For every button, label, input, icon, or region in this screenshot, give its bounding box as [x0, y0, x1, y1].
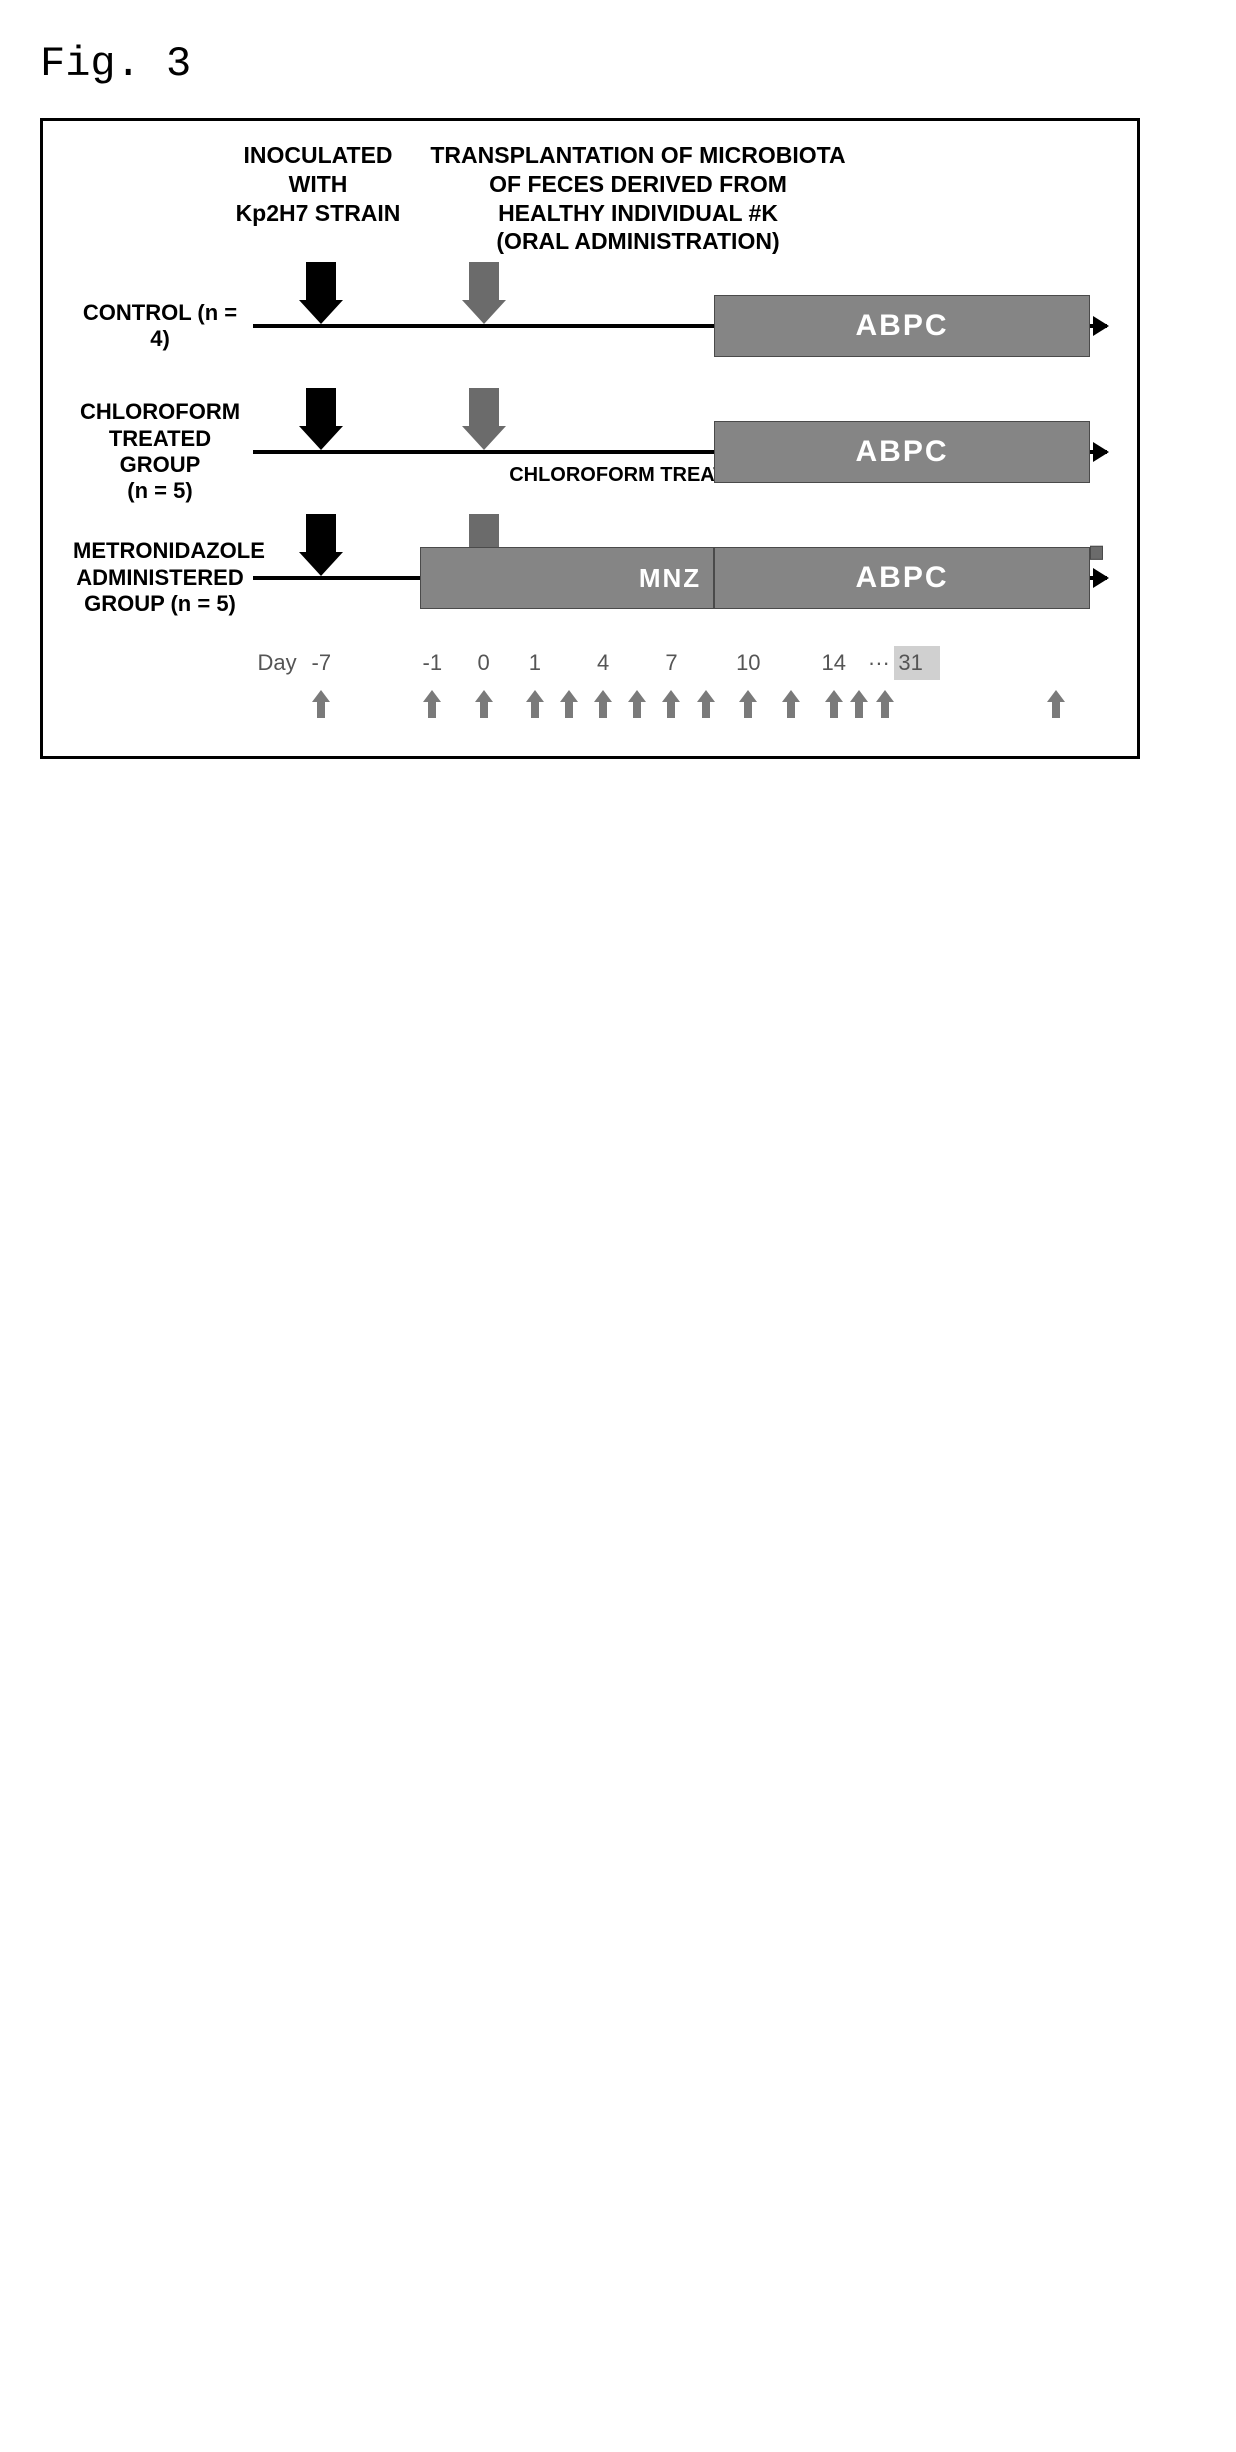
sample-arrow-icon	[876, 690, 894, 718]
timeline-block: CONTROL (n = 4) ABPC CHLOROFORMTREATED G…	[73, 266, 1107, 726]
sampling-row: Day-7-101471014···31	[73, 646, 1107, 726]
abpc-bar-label: ABPC	[856, 561, 949, 595]
spacer	[73, 646, 253, 647]
day-prefix-label: Day	[257, 650, 296, 676]
transplant-arrow-icon	[462, 262, 506, 324]
abpc-bar-label: ABPC	[856, 309, 949, 343]
abpc-bar: ABPC	[714, 547, 1090, 609]
timeline-track: CHLOROFORM TREATED PRODUCT ABPC	[253, 392, 1107, 512]
sample-arrow-icon	[662, 690, 680, 718]
abpc-bar-label: ABPC	[856, 435, 949, 469]
sample-arrow-icon	[475, 690, 493, 718]
header-transplant: TRANSPLANTATION OF MICROBIOTAOF FECES DE…	[423, 141, 853, 256]
transplant-arrow-icon	[462, 388, 506, 450]
mnz-bar: MNZ	[420, 547, 715, 609]
sample-arrow-icon	[423, 690, 441, 718]
inoculate-arrow-icon	[299, 514, 343, 576]
header-row: INOCULATEDWITHKp2H7 STRAIN TRANSPLANTATI…	[253, 141, 1107, 256]
mnz-bar-label: MNZ	[639, 563, 701, 594]
day-label: 7	[665, 650, 677, 676]
group-label: METRONIDAZOLEADMINISTEREDGROUP (n = 5)	[73, 538, 253, 617]
timeline-track: MNZ ABPC	[253, 518, 1107, 638]
group-label: CHLOROFORMTREATED GROUP(n = 5)	[73, 399, 253, 505]
abpc-bar: ABPC	[714, 421, 1090, 483]
figure-label: Fig. 3	[40, 40, 1196, 88]
abpc-bar: ABPC	[714, 295, 1090, 357]
diagram-frame: INOCULATEDWITHKp2H7 STRAIN TRANSPLANTATI…	[40, 118, 1140, 759]
timeline-track: ABPC	[253, 266, 1107, 386]
sample-arrow-icon	[739, 690, 757, 718]
sample-arrow-icon	[825, 690, 843, 718]
sample-arrow-icon	[312, 690, 330, 718]
day-label-highlight: 31	[898, 650, 922, 676]
sample-arrow-icon	[594, 690, 612, 718]
sample-arrow-icon	[782, 690, 800, 718]
day-label: 4	[597, 650, 609, 676]
axis-arrowhead-icon	[1093, 316, 1109, 336]
day-label: 14	[821, 650, 845, 676]
day-label: -7	[312, 650, 332, 676]
sample-arrow-icon	[628, 690, 646, 718]
sampling-track: Day-7-101471014···31	[253, 646, 1107, 726]
day-label: -1	[423, 650, 443, 676]
day-label: 1	[529, 650, 541, 676]
inoculate-arrow-icon	[299, 388, 343, 450]
axis-arrowhead-icon	[1093, 568, 1109, 588]
day-label: 10	[736, 650, 760, 676]
sample-arrow-icon	[526, 690, 544, 718]
axis-arrowhead-icon	[1093, 442, 1109, 462]
sample-arrow-icon	[850, 690, 868, 718]
sample-arrow-icon	[1047, 690, 1065, 718]
group-row-metronidazole: METRONIDAZOLEADMINISTEREDGROUP (n = 5) M…	[73, 518, 1107, 638]
sample-arrow-icon	[560, 690, 578, 718]
group-label: CONTROL (n = 4)	[73, 300, 253, 353]
timeline-ellipsis: ···	[868, 650, 890, 676]
day-label: 0	[477, 650, 489, 676]
header-inoculate: INOCULATEDWITHKp2H7 STRAIN	[223, 141, 413, 256]
group-row-chloroform: CHLOROFORMTREATED GROUP(n = 5) CHLOROFOR…	[73, 392, 1107, 512]
group-row-control: CONTROL (n = 4) ABPC	[73, 266, 1107, 386]
inoculate-arrow-icon	[299, 262, 343, 324]
sample-arrow-icon	[697, 690, 715, 718]
thin-tail-bar	[1090, 546, 1103, 560]
